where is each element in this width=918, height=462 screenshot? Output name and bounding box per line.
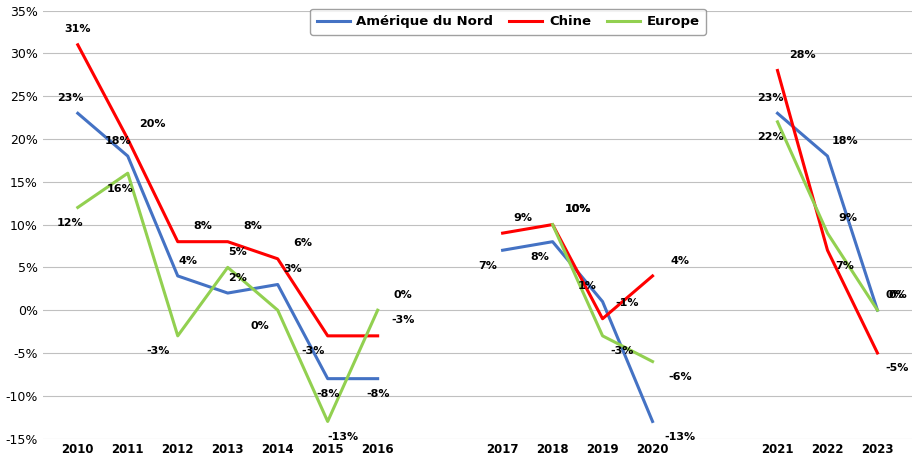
Text: 8%: 8%	[194, 221, 212, 231]
Text: 1%: 1%	[578, 281, 597, 291]
Line: Chine: Chine	[78, 45, 878, 353]
Chine	[173, 239, 184, 244]
Text: 9%: 9%	[513, 213, 532, 223]
Text: -1%: -1%	[616, 298, 639, 308]
Text: -5%: -5%	[886, 364, 909, 373]
Text: -13%: -13%	[327, 432, 358, 442]
Amérique du Nord	[173, 273, 184, 279]
Chine	[322, 333, 333, 339]
Line: Europe: Europe	[78, 122, 878, 421]
Amérique du Nord	[647, 419, 658, 424]
Text: -8%: -8%	[316, 389, 340, 399]
Amérique du Nord	[822, 153, 833, 159]
Europe	[122, 170, 133, 176]
Chine	[498, 231, 509, 236]
Text: -3%: -3%	[301, 346, 324, 356]
Text: -3%: -3%	[391, 316, 414, 325]
Amérique du Nord	[772, 110, 783, 116]
Chine	[547, 222, 558, 227]
Amérique du Nord	[273, 282, 284, 287]
Europe	[772, 119, 783, 125]
Chine	[822, 248, 833, 253]
Europe	[547, 222, 558, 227]
Chine	[372, 333, 383, 339]
Europe	[597, 333, 608, 339]
Text: 7%: 7%	[835, 261, 855, 271]
Amérique du Nord	[222, 290, 233, 296]
Text: 28%: 28%	[789, 50, 816, 60]
Text: 12%: 12%	[57, 218, 84, 228]
Text: 0%: 0%	[393, 290, 412, 300]
Text: 8%: 8%	[243, 221, 263, 231]
Text: 0%: 0%	[251, 321, 270, 331]
Text: 18%: 18%	[105, 136, 131, 146]
Text: 0%: 0%	[888, 290, 907, 300]
Amérique du Nord	[872, 307, 883, 313]
Text: 23%: 23%	[756, 93, 783, 103]
Text: 0%: 0%	[886, 290, 904, 300]
Amérique du Nord	[498, 248, 509, 253]
Chine	[73, 42, 84, 48]
Europe	[222, 265, 233, 270]
Text: 7%: 7%	[478, 261, 497, 271]
Amérique du Nord	[122, 153, 133, 159]
Text: -3%: -3%	[610, 346, 634, 356]
Text: -3%: -3%	[146, 346, 170, 356]
Europe	[872, 307, 883, 313]
Text: 6%: 6%	[293, 238, 312, 249]
Chine	[647, 273, 658, 279]
Chine	[597, 316, 608, 322]
Amérique du Nord	[73, 110, 84, 116]
Text: -13%: -13%	[665, 432, 696, 442]
Europe	[173, 333, 184, 339]
Text: 10%: 10%	[565, 204, 591, 214]
Europe	[647, 359, 658, 365]
Chine	[273, 256, 284, 261]
Text: 4%: 4%	[670, 255, 689, 266]
Text: -6%: -6%	[668, 372, 692, 382]
Line: Amérique du Nord: Amérique du Nord	[78, 113, 878, 421]
Text: -8%: -8%	[366, 389, 389, 399]
Amérique du Nord	[372, 376, 383, 382]
Text: 2%: 2%	[229, 273, 247, 283]
Text: 23%: 23%	[57, 93, 84, 103]
Amérique du Nord	[597, 299, 608, 304]
Europe	[73, 205, 84, 210]
Text: 10%: 10%	[565, 204, 591, 214]
Legend: Amérique du Nord, Chine, Europe: Amérique du Nord, Chine, Europe	[310, 9, 706, 35]
Text: 4%: 4%	[178, 255, 197, 266]
Text: 3%: 3%	[284, 264, 302, 274]
Europe	[322, 419, 333, 424]
Europe	[372, 307, 383, 313]
Text: 5%: 5%	[229, 247, 247, 257]
Amérique du Nord	[322, 376, 333, 382]
Europe	[273, 307, 284, 313]
Text: 18%: 18%	[832, 136, 858, 146]
Text: 31%: 31%	[64, 24, 91, 34]
Amérique du Nord	[547, 239, 558, 244]
Chine	[122, 136, 133, 142]
Chine	[772, 68, 783, 73]
Text: 16%: 16%	[106, 183, 134, 194]
Text: 22%: 22%	[756, 132, 783, 142]
Text: 8%: 8%	[531, 252, 550, 262]
Chine	[222, 239, 233, 244]
Text: 9%: 9%	[838, 213, 857, 223]
Text: 20%: 20%	[140, 119, 166, 128]
Chine	[872, 350, 883, 356]
Europe	[822, 231, 833, 236]
